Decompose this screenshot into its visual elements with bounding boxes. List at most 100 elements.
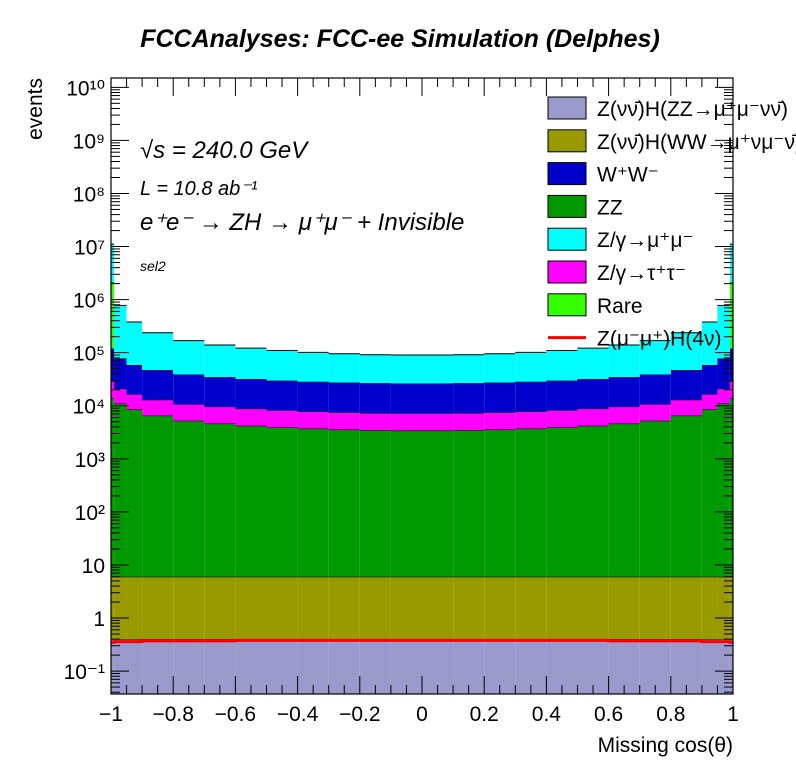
y-tick-label: 10⁴ bbox=[73, 396, 105, 419]
bar-0-bin-20 bbox=[670, 639, 702, 694]
bar-1-bin-6 bbox=[235, 576, 267, 640]
legend-label: Rare bbox=[597, 295, 643, 318]
bar-4-bin-17 bbox=[577, 379, 609, 409]
legend-label: W⁺W⁻ bbox=[597, 164, 659, 187]
bar-2-bin-22 bbox=[717, 403, 730, 577]
bar-1-bin-16 bbox=[546, 576, 578, 640]
bar-4-bin-5 bbox=[204, 377, 236, 407]
bar-0-bin-22 bbox=[717, 639, 730, 694]
bar-2-bin-20 bbox=[670, 415, 702, 577]
chart-title: FCCAnalyses: FCC-ee Simulation (Delphes) bbox=[140, 25, 660, 53]
bar-4-bin-16 bbox=[546, 380, 578, 411]
bar-1-bin-23 bbox=[729, 576, 733, 640]
bar-3-bin-2 bbox=[126, 394, 143, 410]
bar-6-bin-8 bbox=[297, 352, 329, 382]
legend-swatch bbox=[547, 260, 587, 284]
bar-2-bin-23 bbox=[729, 397, 733, 577]
bar-6-bin-23 bbox=[729, 244, 733, 283]
bar-4-bin-14 bbox=[484, 382, 516, 413]
bar-0-bin-6 bbox=[235, 639, 267, 694]
bar-6-bin-13 bbox=[453, 354, 485, 384]
bar-6-bin-9 bbox=[328, 353, 360, 383]
x-tick-label: 0.2 bbox=[470, 703, 499, 726]
bar-3-bin-3 bbox=[142, 399, 174, 416]
bar-1-bin-15 bbox=[515, 576, 547, 640]
legend-label: Z/γ→μ⁺μ⁻ bbox=[597, 229, 694, 252]
y-axis-label: events bbox=[24, 78, 47, 140]
bar-2-bin-2 bbox=[126, 409, 143, 577]
bar-2-bin-18 bbox=[608, 423, 640, 577]
x-tick-label: −0.6 bbox=[215, 703, 256, 726]
bar-0-bin-21 bbox=[701, 639, 718, 694]
bar-0-bin-9 bbox=[328, 639, 360, 694]
bar-6-bin-10 bbox=[359, 354, 391, 384]
bar-0-bin-11 bbox=[390, 639, 422, 694]
bar-4-bin-18 bbox=[608, 377, 640, 407]
bar-4-bin-2 bbox=[126, 365, 143, 395]
bar-3-bin-22 bbox=[717, 388, 730, 404]
bar-4-bin-21 bbox=[701, 365, 718, 395]
bar-4-bin-9 bbox=[328, 382, 360, 413]
bar-4-bin-11 bbox=[390, 383, 422, 414]
bar-1-bin-18 bbox=[608, 576, 640, 640]
bar-6-bin-1 bbox=[114, 305, 127, 359]
bar-6-bin-19 bbox=[639, 340, 671, 375]
bar-1-bin-7 bbox=[266, 576, 298, 640]
bar-3-bin-17 bbox=[577, 408, 609, 426]
energy-annotation: √s = 240.0 GeV bbox=[140, 137, 309, 164]
bar-3-bin-5 bbox=[204, 406, 236, 424]
bar-2-bin-9 bbox=[328, 429, 360, 577]
bar-4-bin-3 bbox=[142, 370, 174, 400]
x-tick-label: 0.8 bbox=[656, 703, 685, 726]
bar-3-bin-7 bbox=[266, 410, 298, 428]
bar-4-bin-10 bbox=[359, 383, 391, 413]
bar-3-bin-14 bbox=[484, 412, 516, 430]
bar-3-bin-13 bbox=[453, 412, 485, 431]
y-tick-label: 10⁹ bbox=[73, 130, 105, 153]
bar-3-bin-18 bbox=[608, 406, 640, 424]
legend-label: Z(μ⁻μ⁺)H(4ν) bbox=[597, 328, 722, 351]
bar-3-bin-16 bbox=[546, 410, 578, 428]
bar-6-bin-14 bbox=[484, 353, 516, 383]
legend-label: Z/γ→τ⁺τ⁻ bbox=[597, 262, 686, 285]
y-tick-label: 10¹⁰ bbox=[66, 77, 105, 100]
bar-1-bin-9 bbox=[328, 576, 360, 640]
bar-2-bin-6 bbox=[235, 425, 267, 577]
bar-2-bin-4 bbox=[173, 420, 205, 577]
bar-0-bin-10 bbox=[359, 639, 391, 694]
y-tick-label: 1 bbox=[93, 608, 105, 631]
bar-0-bin-4 bbox=[173, 639, 205, 694]
y-tick-label: 10⁶ bbox=[73, 290, 105, 313]
bar-1-bin-2 bbox=[126, 576, 143, 640]
bar-1-bin-10 bbox=[359, 576, 391, 640]
bar-1-bin-12 bbox=[422, 576, 454, 640]
bar-3-bin-20 bbox=[670, 399, 702, 416]
process-annotation: e⁺e⁻ → ZH → μ⁺μ⁻ + Invisible bbox=[140, 209, 464, 236]
bar-6-bin-20 bbox=[670, 332, 702, 371]
bar-6-bin-22 bbox=[717, 305, 730, 359]
bar-3-bin-8 bbox=[297, 411, 329, 429]
bar-2-bin-13 bbox=[453, 430, 485, 577]
bar-2-bin-11 bbox=[390, 430, 422, 577]
bar-2-bin-15 bbox=[515, 428, 547, 577]
x-tick-label: −0.2 bbox=[339, 703, 380, 726]
y-tick-label: 10³ bbox=[75, 449, 105, 472]
bar-1-bin-8 bbox=[297, 576, 329, 640]
x-tick-label: 0.6 bbox=[594, 703, 623, 726]
bar-3-bin-19 bbox=[639, 404, 671, 421]
bar-2-bin-21 bbox=[701, 409, 718, 577]
bar-2-bin-8 bbox=[297, 428, 329, 577]
legend-swatch bbox=[547, 194, 587, 218]
bar-2-bin-3 bbox=[142, 415, 174, 577]
bar-2-bin-17 bbox=[577, 425, 609, 577]
bar-1-bin-5 bbox=[204, 576, 236, 640]
bar-6-bin-6 bbox=[235, 348, 267, 380]
bar-4-bin-22 bbox=[717, 359, 730, 389]
bar-0-bin-0 bbox=[111, 639, 115, 694]
y-tick-label: 10⁷ bbox=[74, 237, 105, 260]
bar-0-bin-12 bbox=[422, 639, 454, 694]
bar-6-bin-11 bbox=[390, 355, 422, 384]
bar-6-bin-2 bbox=[126, 321, 143, 365]
selection-annotation: sel2 bbox=[140, 258, 166, 274]
